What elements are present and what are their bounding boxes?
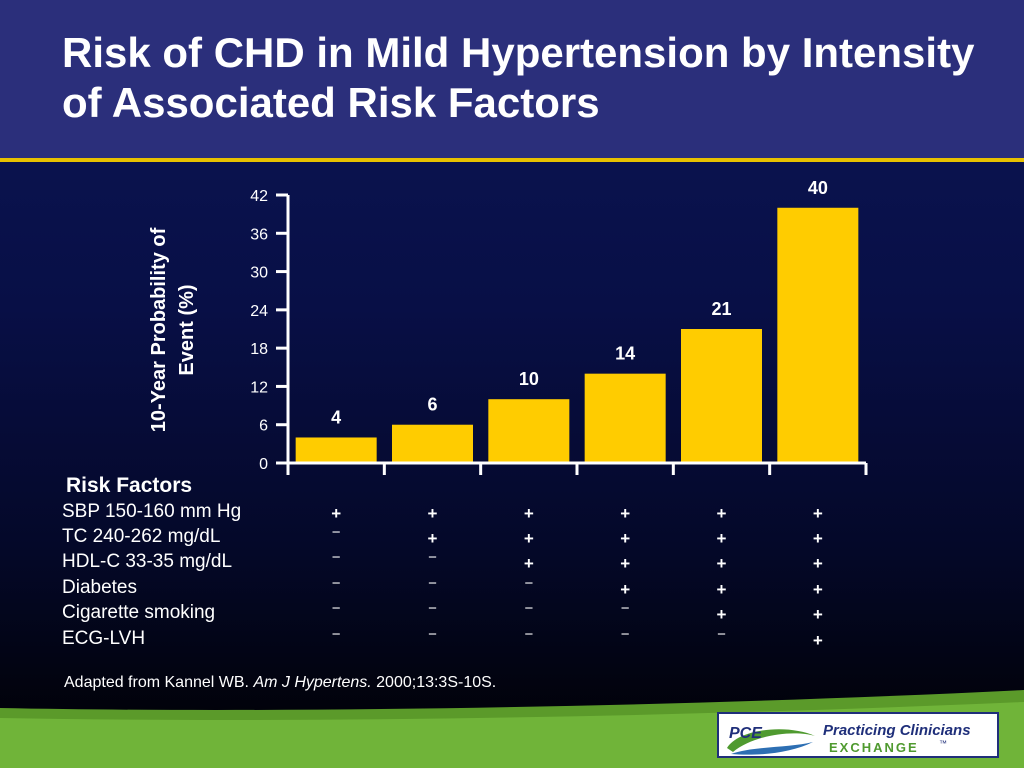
- y-tick-label: 36: [250, 226, 268, 243]
- risk-present-mark: +: [812, 605, 823, 624]
- chart-axes: 0 6 12 18 24 30 36 42: [250, 188, 868, 475]
- logo-mark-text: PCE: [729, 725, 763, 742]
- risk-absent-mark: −: [620, 600, 630, 617]
- risk-present-mark: +: [523, 529, 534, 548]
- risk-absent-mark: −: [524, 626, 534, 643]
- logo-line1: Practicing Clinicians: [823, 722, 971, 739]
- slide-header: [0, 0, 1024, 158]
- risk-present-mark: +: [523, 504, 534, 523]
- chart-data-labels: 4 6 10 14 21 40: [331, 178, 828, 428]
- logo-graphic: PCE Practicing Clinicians EXCHANGE ™: [727, 722, 971, 755]
- risk-factors-heading: Risk Factors: [66, 474, 193, 497]
- citation-suffix: 2000;13:3S-10S.: [371, 674, 497, 691]
- risk-present-mark: +: [620, 529, 631, 548]
- risk-present-mark: +: [716, 554, 727, 573]
- risk-present-mark: +: [716, 529, 727, 548]
- risk-absent-mark: −: [524, 600, 534, 617]
- risk-present-mark: +: [716, 580, 727, 599]
- citation: Adapted from Kannel WB. Am J Hypertens. …: [64, 674, 496, 692]
- risk-present-mark: +: [427, 529, 438, 548]
- y-axis-title-line2: Event (%): [176, 284, 198, 375]
- y-axis-title: 10-Year Probability of Event (%): [148, 227, 198, 432]
- risk-factor-label: TC 240-262 mg/dL: [62, 526, 221, 547]
- citation-prefix: Adapted from Kannel WB.: [64, 674, 254, 691]
- risk-present-mark: +: [812, 554, 823, 573]
- risk-absent-mark: −: [331, 600, 341, 617]
- risk-factor-label: Cigarette smoking: [62, 602, 216, 623]
- risk-present-mark: +: [620, 554, 631, 573]
- header-rule: [0, 158, 1024, 162]
- bar-value-label: 14: [615, 344, 635, 364]
- risk-present-mark: +: [427, 504, 438, 523]
- risk-absent-mark: −: [717, 626, 726, 643]
- bar: [392, 424, 473, 462]
- logo-line2: EXCHANGE: [829, 740, 919, 755]
- bar: [584, 373, 666, 462]
- logo-trademark: ™: [939, 739, 947, 748]
- swirl-logo-icon: [727, 729, 815, 755]
- bar-value-label: 10: [519, 369, 539, 389]
- risk-absent-mark: −: [428, 549, 437, 566]
- y-tick-label: 18: [250, 341, 268, 358]
- y-tick-label: 12: [250, 379, 268, 396]
- risk-factor-label: HDL-C 33-35 mg/dL: [62, 551, 233, 572]
- risk-present-mark: +: [523, 554, 534, 573]
- bar-chart: 0 6 12 18 24 30 36 42 4 6 10 14 21 40 10-Year Probab…: [148, 178, 868, 475]
- risk-factor-label: Diabetes: [62, 577, 137, 598]
- y-tick-label: 30: [250, 265, 268, 282]
- risk-present-mark: +: [620, 504, 631, 523]
- bar: [488, 399, 570, 462]
- risk-absent-mark: −: [331, 575, 341, 592]
- risk-absent-mark: −: [428, 600, 437, 617]
- pce-logo: PCE Practicing Clinicians EXCHANGE ™: [717, 712, 999, 758]
- bar-value-label: 6: [427, 395, 437, 415]
- risk-absent-mark: −: [428, 626, 437, 643]
- risk-present-mark: +: [812, 504, 823, 523]
- y-tick-label: 0: [259, 456, 268, 473]
- risk-present-mark: +: [716, 605, 727, 624]
- risk-present-mark: +: [812, 529, 823, 548]
- y-tick-label: 42: [250, 188, 268, 205]
- bar: [295, 437, 377, 462]
- risk-factor-label: ECG-LVH: [62, 628, 146, 649]
- risk-present-mark: +: [620, 580, 631, 599]
- risk-present-mark: +: [716, 504, 727, 523]
- risk-absent-mark: −: [428, 575, 437, 592]
- bar: [777, 207, 859, 462]
- risk-absent-mark: −: [331, 626, 341, 643]
- slide-title: Risk of CHD in Mild Hypertension by Inte…: [62, 29, 975, 126]
- bar-value-label: 21: [711, 299, 731, 319]
- chart-bars: [295, 207, 859, 462]
- bar-value-label: 4: [331, 407, 341, 427]
- risk-present-mark: +: [331, 504, 342, 523]
- citation-journal: Am J Hypertens.: [253, 674, 372, 691]
- y-tick-label: 6: [259, 418, 268, 435]
- y-axis-title-line1: 10-Year Probability of: [148, 227, 170, 432]
- bar: [681, 329, 762, 462]
- risk-absent-mark: −: [331, 524, 341, 541]
- risk-absent-mark: −: [524, 575, 534, 592]
- risk-present-mark: +: [812, 631, 823, 650]
- risk-absent-mark: −: [620, 626, 630, 643]
- risk-present-mark: +: [812, 580, 823, 599]
- risk-absent-mark: −: [331, 549, 341, 566]
- risk-factor-label: SBP 150-160 mm Hg: [62, 501, 242, 522]
- bar-value-label: 40: [808, 178, 828, 198]
- y-tick-label: 24: [250, 303, 268, 320]
